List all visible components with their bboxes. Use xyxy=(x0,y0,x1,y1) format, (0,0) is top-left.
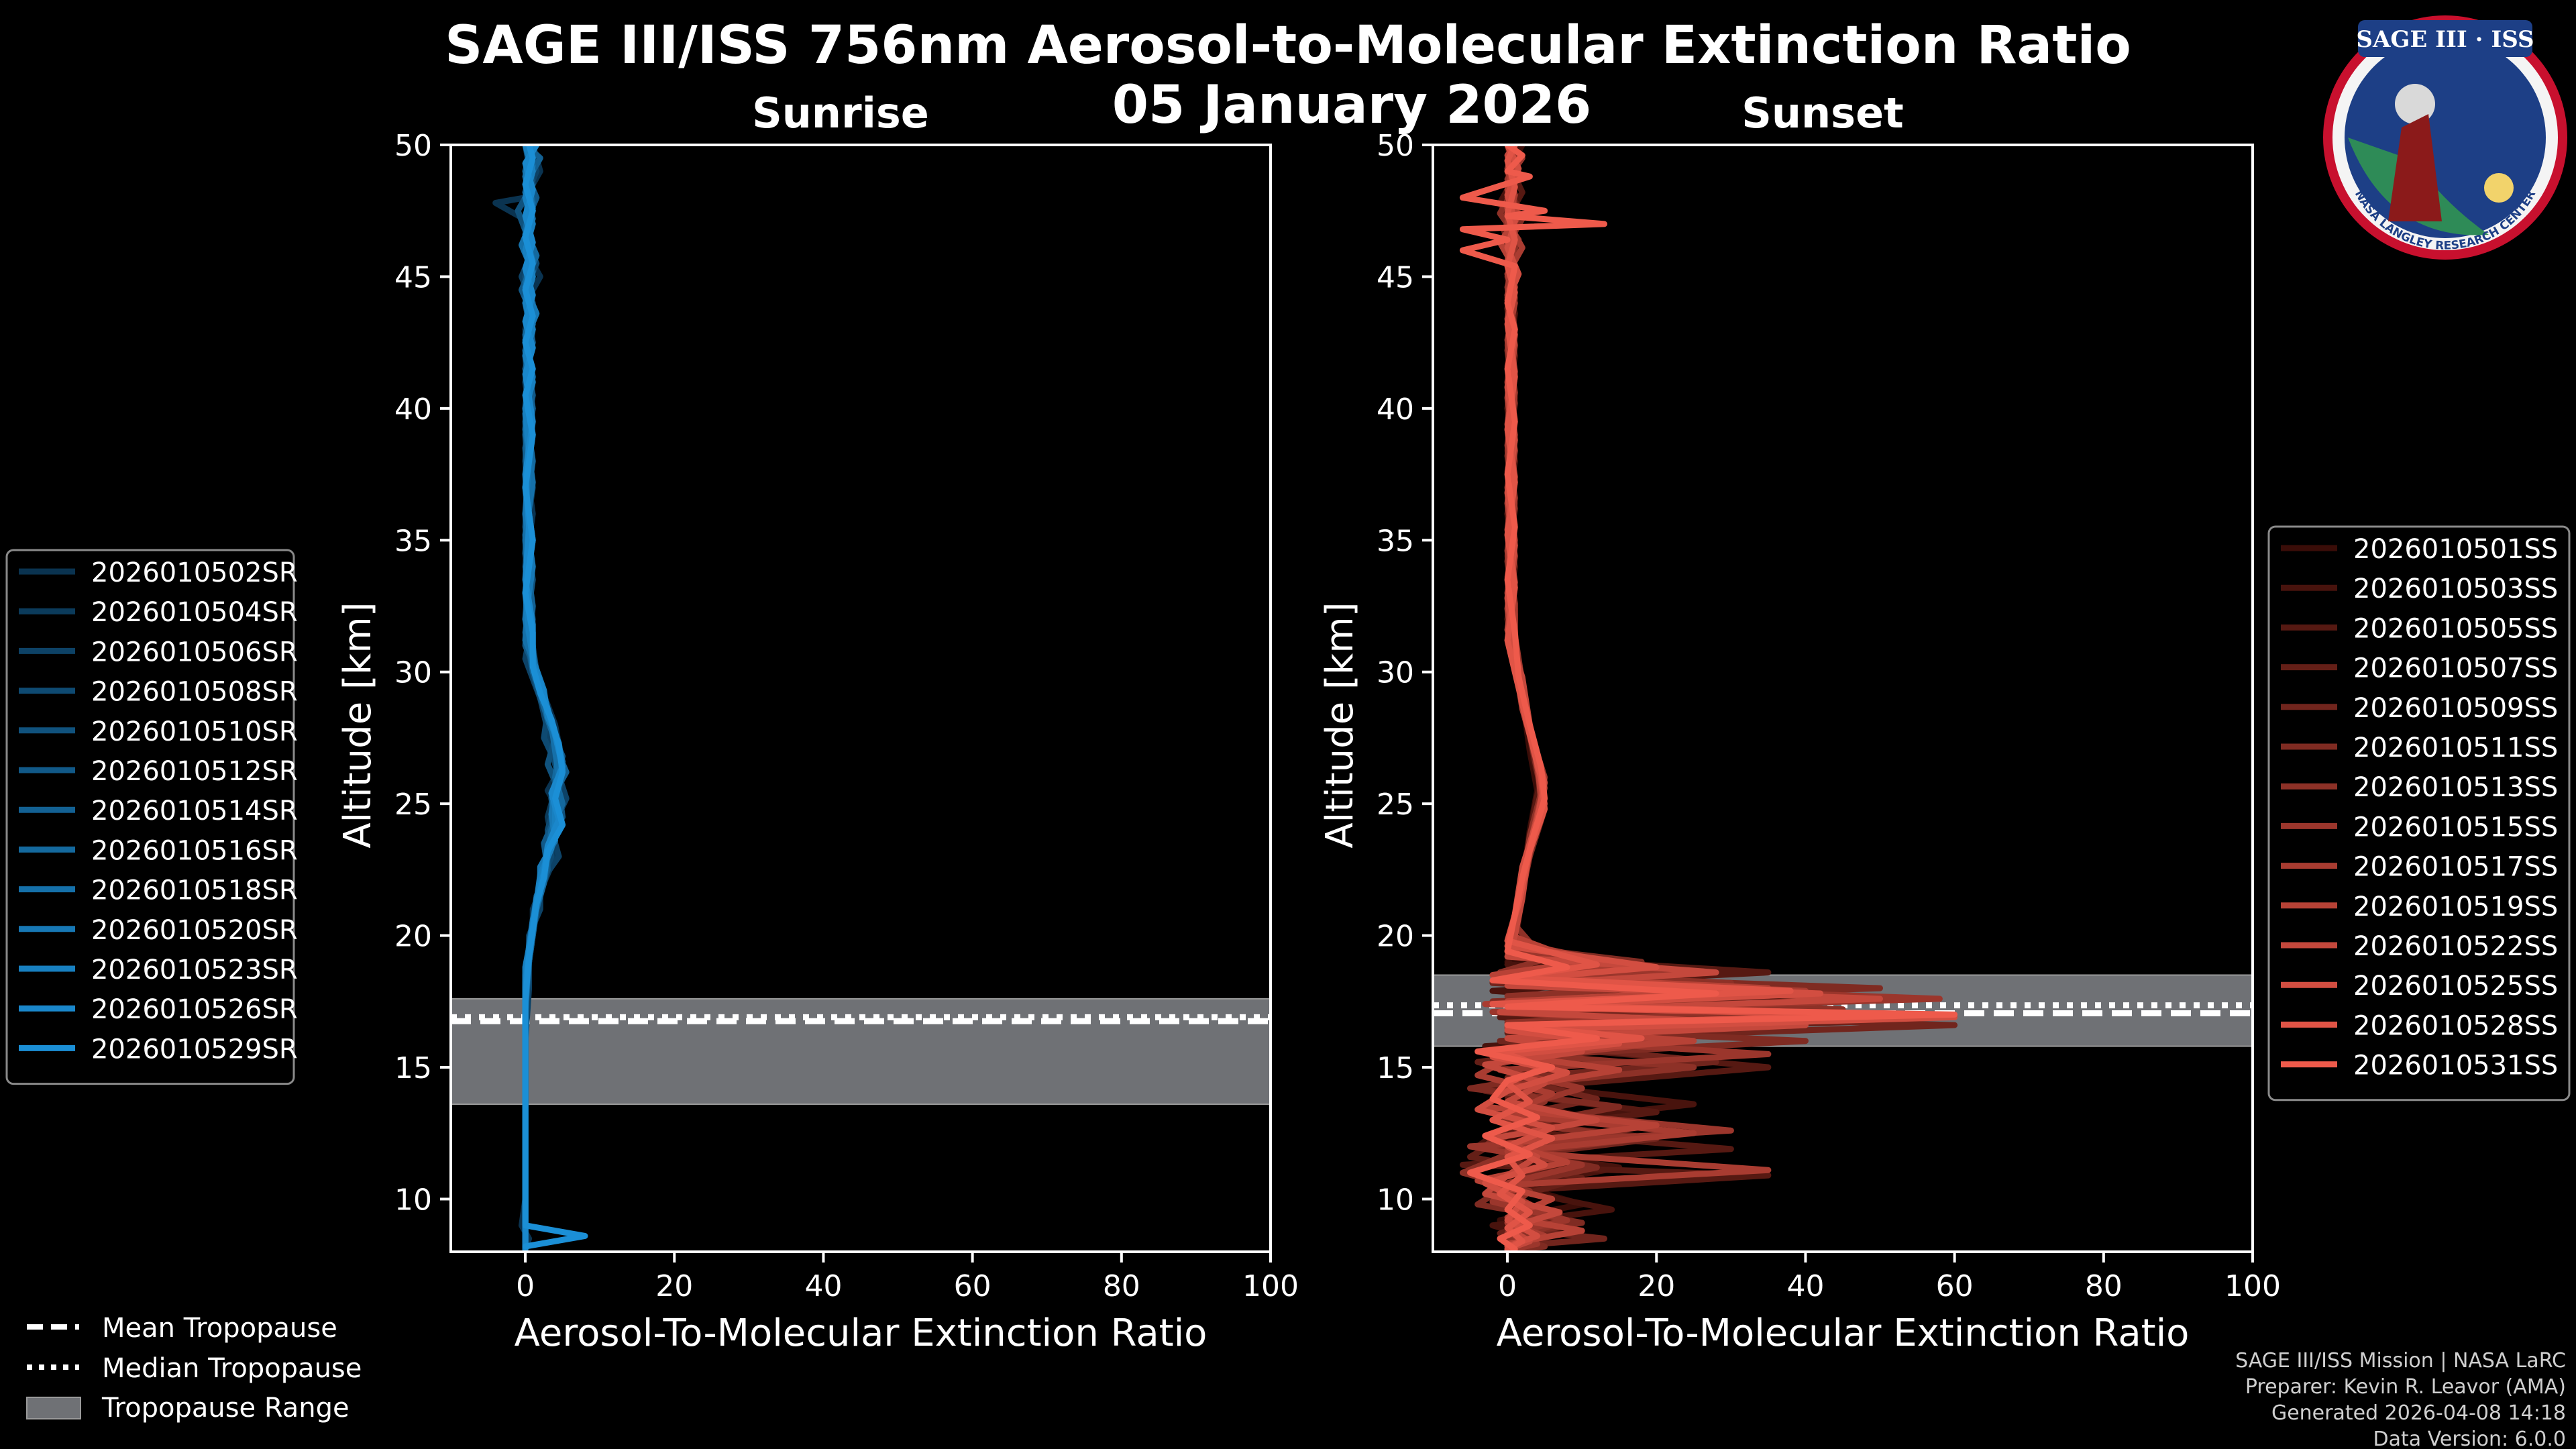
legend-label: 2026010515SS xyxy=(2353,812,2558,843)
sunset-plot-frame xyxy=(1432,144,2254,1253)
y-tick-label: 25 xyxy=(394,788,432,822)
y-tick-label: 40 xyxy=(394,392,432,427)
footer-generated: Generated 2026-04-08 14:18 xyxy=(2271,1401,2566,1425)
median-tropopause-label: Median Tropopause xyxy=(102,1353,362,1384)
chart-subtitle: 05 January 2026 xyxy=(1112,75,1592,136)
tropopause-range-label: Tropopause Range xyxy=(101,1393,350,1424)
y-tick-label: 35 xyxy=(394,524,432,558)
tropopause-range-swatch xyxy=(26,1397,81,1419)
legend-label: 2026010508SR xyxy=(91,677,298,708)
legend-label: 2026010519SS xyxy=(2353,892,2558,922)
y-tick-label: 45 xyxy=(1377,260,1414,294)
legend-label: 2026010506SR xyxy=(91,637,298,667)
y-tick-label: 20 xyxy=(1377,920,1414,954)
legend-label: 2026010523SR xyxy=(91,955,298,985)
x-tick-label: 60 xyxy=(1936,1269,1974,1303)
legend-label: 2026010509SS xyxy=(2353,693,2558,724)
footer-data-version: Data Version: 6.0.0 xyxy=(2373,1428,2566,1449)
y-tick-label: 40 xyxy=(1377,392,1414,427)
y-tick-label: 50 xyxy=(1377,129,1414,163)
legend-label: 2026010531SS xyxy=(2353,1051,2558,1081)
tropopause-legend: Mean Tropopause Median Tropopause Tropop… xyxy=(26,1313,362,1424)
mean-tropopause-label: Mean Tropopause xyxy=(102,1313,337,1344)
legend-label: 2026010526SR xyxy=(91,994,298,1025)
y-tick-label: 45 xyxy=(394,260,432,294)
x-tick-label: 20 xyxy=(1638,1269,1675,1303)
x-tick-label: 80 xyxy=(2085,1269,2123,1303)
sunset-panel-title: Sunset xyxy=(1741,89,1904,138)
legend-label: 2026010528SS xyxy=(2353,1010,2558,1041)
chart-title: SAGE III/ISS 756nm Aerosol-to-Molecular … xyxy=(445,15,2131,76)
x-tick-label: 40 xyxy=(1786,1269,1824,1303)
badge-title-plate xyxy=(2358,20,2532,57)
badge-moon xyxy=(2395,84,2435,124)
mission-badge: SAGE III · ISS NASA LANGLEY RESEARCH CEN… xyxy=(2323,15,2567,260)
footer-mission: SAGE III/ISS Mission | NASA LaRC xyxy=(2235,1349,2566,1373)
legend-label: 2026010522SS xyxy=(2353,931,2558,962)
y-tick-label: 25 xyxy=(1377,788,1414,822)
footer-credits: SAGE III/ISS Mission | NASA LaRC Prepare… xyxy=(2235,1349,2566,1449)
y-tick-label: 15 xyxy=(1377,1051,1414,1085)
badge-title: SAGE III · ISS xyxy=(2356,26,2534,53)
y-tick-label: 10 xyxy=(394,1183,432,1217)
legend-label: 2026010525SS xyxy=(2353,971,2558,1002)
sunset-y-axis-label: Altitude [km] xyxy=(1318,602,1362,848)
x-tick-label: 100 xyxy=(2224,1269,2281,1303)
y-tick-label: 35 xyxy=(1377,524,1414,558)
legend-label: 2026010520SR xyxy=(91,915,298,946)
y-tick-label: 15 xyxy=(394,1051,432,1085)
legend-label: 2026010501SS xyxy=(2353,534,2558,565)
legend-label: 2026010503SS xyxy=(2353,574,2558,604)
legend-label: 2026010513SS xyxy=(2353,772,2558,803)
x-tick-label: 20 xyxy=(655,1269,693,1303)
legend-label: 2026010510SR xyxy=(91,716,298,747)
series-line-2026010531SS xyxy=(1459,145,1958,1252)
x-tick-label: 0 xyxy=(516,1269,535,1303)
sunrise-y-axis-label: Altitude [km] xyxy=(336,602,380,848)
sunrise-x-axis-label: Aerosol-To-Molecular Extinction Ratio xyxy=(515,1311,1208,1355)
y-tick-label: 30 xyxy=(394,656,432,690)
y-tick-label: 20 xyxy=(394,920,432,954)
sunrise-panel-title: Sunrise xyxy=(752,89,929,138)
sunset-series-group xyxy=(1459,145,1958,1252)
sunset-x-axis-label: Aerosol-To-Molecular Extinction Ratio xyxy=(1497,1311,2190,1355)
y-tick-label: 30 xyxy=(1377,656,1414,690)
sunset-legend: 2026010501SS 2026010503SS 2026010505SS 2026… xyxy=(2267,525,2571,1102)
legend-label: 2026010505SS xyxy=(2353,613,2558,644)
legend-frame xyxy=(2267,525,2571,1102)
legend-label: 2026010502SR xyxy=(91,557,298,588)
y-tick-label: 10 xyxy=(1377,1183,1414,1217)
x-tick-label: 80 xyxy=(1103,1269,1140,1303)
legend-label: 2026010511SS xyxy=(2353,733,2558,763)
x-tick-label: 0 xyxy=(1498,1269,1517,1303)
badge-sun xyxy=(2484,173,2514,203)
legend-label: 2026010507SS xyxy=(2353,653,2558,684)
legend-label: 2026010518SR xyxy=(91,875,298,906)
sunrise-plot-frame xyxy=(449,144,1272,1253)
sunrise-panel: Sunrise Aerosol-To-Molecular Extinction … xyxy=(336,89,1299,1355)
footer-preparer: Preparer: Kevin R. Leavor (AMA) xyxy=(2245,1375,2566,1399)
sunrise-series-group xyxy=(492,145,588,1252)
legend-frame xyxy=(5,549,295,1085)
sunrise-legend: 2026010502SR 2026010504SR 2026010506SR 2026… xyxy=(5,549,298,1085)
x-tick-label: 60 xyxy=(954,1269,991,1303)
x-tick-label: 40 xyxy=(804,1269,842,1303)
legend-label: 2026010517SS xyxy=(2353,852,2558,883)
legend-label: 2026010514SR xyxy=(91,796,298,826)
badge-figure xyxy=(2388,114,2442,221)
x-tick-label: 100 xyxy=(1242,1269,1299,1303)
series-line-2026010529SR xyxy=(522,145,588,1250)
legend-label: 2026010512SR xyxy=(91,756,298,787)
y-tick-label: 50 xyxy=(394,129,432,163)
legend-label: 2026010529SR xyxy=(91,1034,298,1065)
legend-label: 2026010504SR xyxy=(91,597,298,628)
legend-label: 2026010516SR xyxy=(91,835,298,866)
sunset-panel: Sunset Aerosol-To-Molecular Extinction R… xyxy=(1318,89,2281,1355)
